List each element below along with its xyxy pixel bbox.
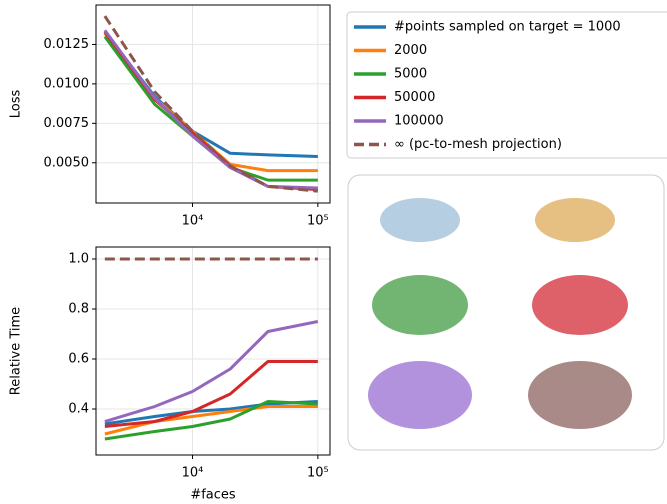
y-tick-label: 0.0125 xyxy=(44,37,90,52)
series-line xyxy=(103,15,318,193)
y-tick-label: 1.0 xyxy=(68,252,89,267)
y-tick-label: 0.4 xyxy=(68,402,89,417)
x-tick-label: 10⁵ xyxy=(307,466,329,481)
legend-label: 2000 xyxy=(394,43,427,58)
render-purple xyxy=(368,361,472,429)
y-axis-label: Relative Time xyxy=(9,307,24,395)
series-line xyxy=(104,400,318,426)
y-tick-label: 0.0100 xyxy=(44,76,90,91)
x-tick-label: 10⁴ xyxy=(182,214,204,229)
series-line xyxy=(104,360,318,428)
render-orange xyxy=(535,198,615,242)
x-axis-label: #faces xyxy=(190,488,236,503)
x-tick-label: 10⁴ xyxy=(182,466,204,481)
y-tick-label: 0.0075 xyxy=(44,116,90,131)
render-blue xyxy=(380,198,460,242)
legend-label: 5000 xyxy=(394,67,427,82)
plot-frame xyxy=(95,246,331,456)
series-line xyxy=(104,400,318,441)
render-green xyxy=(372,275,468,335)
legend-label: ∞ (pc-to-mesh projection) xyxy=(394,137,562,152)
legend-label: #points sampled on target = 1000 xyxy=(394,20,621,35)
y-tick-label: 0.0050 xyxy=(44,155,90,170)
legend-label: 100000 xyxy=(394,114,444,129)
series-line xyxy=(104,320,319,423)
y-tick-label: 0.8 xyxy=(68,302,89,317)
plot-area xyxy=(96,5,330,203)
render-red xyxy=(532,275,628,335)
legend-box xyxy=(346,11,667,159)
y-tick-label: 0.6 xyxy=(68,352,89,367)
mesh-renders xyxy=(368,198,632,429)
plot-frame xyxy=(95,4,331,204)
y-axis-label: Loss xyxy=(9,90,24,119)
legend-label: 50000 xyxy=(394,90,435,105)
render-brown xyxy=(528,361,632,429)
x-tick-label: 10⁵ xyxy=(307,214,329,229)
